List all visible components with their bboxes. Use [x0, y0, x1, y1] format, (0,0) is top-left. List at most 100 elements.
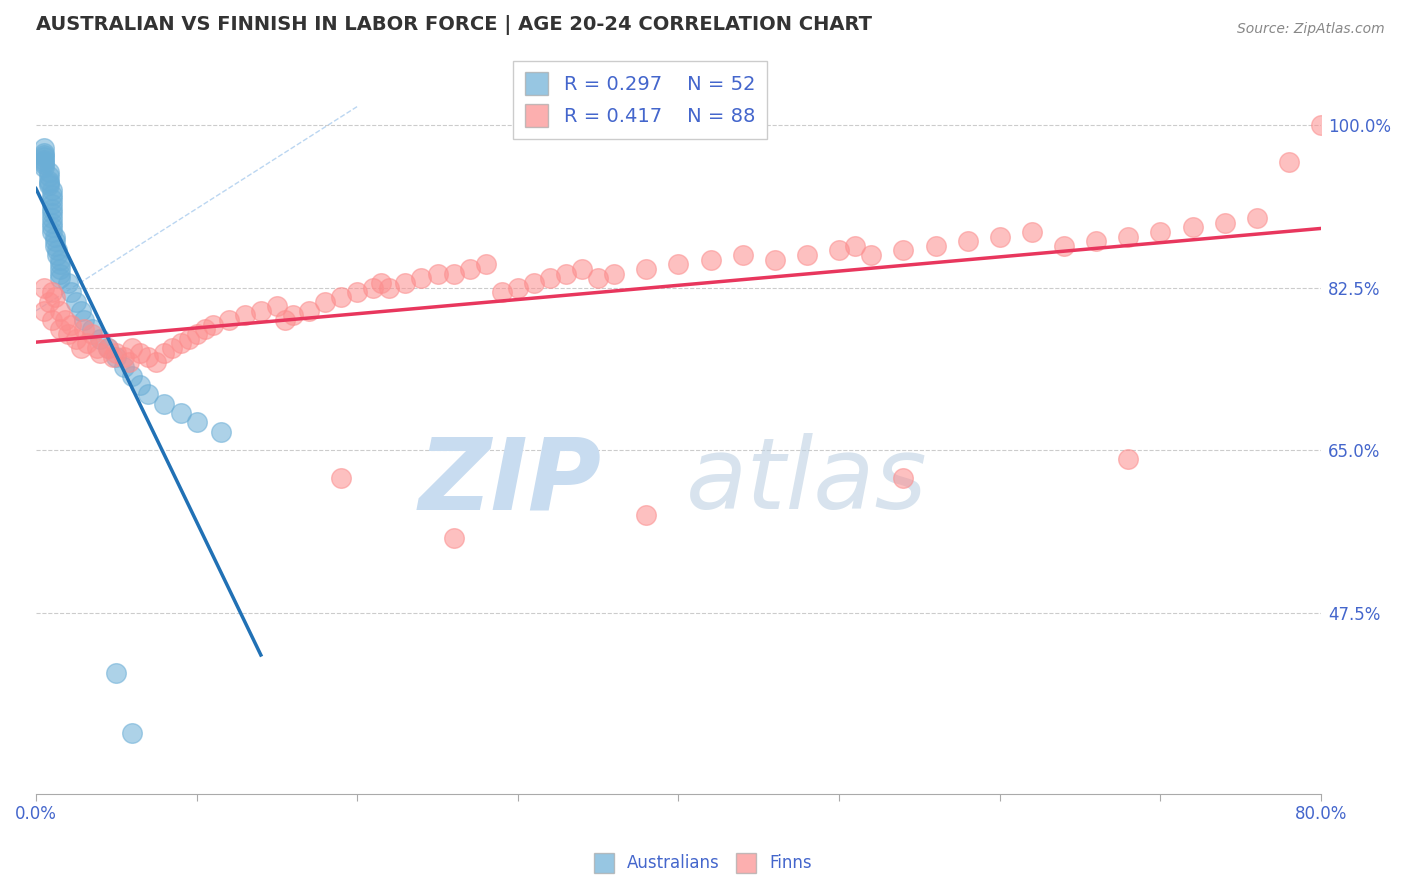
Point [169, 336, 191, 351]
Point [73, 322, 96, 336]
Point [138, 387, 160, 401]
Point [41, 216, 63, 230]
Point [65, 332, 87, 346]
Point [38, 174, 60, 188]
Point [38, 176, 60, 190]
Point [314, 294, 336, 309]
Point [250, 303, 273, 318]
Legend: R = 0.297    N = 52, R = 0.417    N = 88: R = 0.297 N = 52, R = 0.417 N = 88 [513, 61, 766, 138]
Point [586, 271, 609, 285]
Point [49, 252, 72, 267]
Point [73, 313, 96, 327]
Point [893, 471, 915, 485]
Point [32, 155, 55, 169]
Point [796, 248, 818, 262]
Point [32, 303, 55, 318]
Point [266, 299, 288, 313]
Point [426, 267, 449, 281]
Point [474, 257, 496, 271]
Point [860, 248, 883, 262]
Point [53, 313, 76, 327]
Point [1021, 225, 1043, 239]
Point [32, 160, 55, 174]
Point [636, 262, 658, 277]
Text: Source: ZipAtlas.com: Source: ZipAtlas.com [1237, 22, 1385, 37]
Point [49, 262, 72, 277]
Point [763, 252, 786, 267]
Point [49, 322, 72, 336]
Point [97, 341, 120, 355]
Point [668, 257, 690, 271]
Point [82, 326, 104, 341]
Point [101, 351, 124, 365]
Point [105, 351, 128, 365]
Point [118, 355, 141, 369]
Point [56, 276, 79, 290]
Point [361, 280, 384, 294]
Point [346, 285, 368, 300]
Point [112, 359, 135, 374]
Point [32, 141, 55, 155]
Point [370, 276, 392, 290]
Point [45, 248, 67, 262]
Point [32, 280, 55, 294]
Point [491, 285, 513, 300]
Point [38, 169, 60, 184]
Point [1053, 239, 1076, 253]
Point [49, 271, 72, 285]
Point [298, 303, 321, 318]
Point [121, 368, 143, 383]
Point [209, 425, 232, 439]
Point [153, 397, 176, 411]
Point [523, 276, 546, 290]
Point [571, 262, 593, 277]
Point [555, 267, 578, 281]
Point [956, 234, 979, 248]
Point [86, 341, 108, 355]
Point [1246, 211, 1268, 225]
Point [82, 322, 104, 336]
Point [32, 157, 55, 171]
Point [65, 294, 87, 309]
Point [41, 193, 63, 207]
Point [60, 318, 83, 332]
Point [731, 248, 754, 262]
Point [443, 267, 465, 281]
Point [844, 239, 866, 253]
Point [41, 183, 63, 197]
Point [828, 244, 851, 258]
Point [177, 332, 200, 346]
Point [32, 148, 55, 162]
Point [1085, 234, 1108, 248]
Point [186, 326, 208, 341]
Point [893, 244, 915, 258]
Point [699, 252, 721, 267]
Point [44, 234, 66, 248]
Point [129, 378, 152, 392]
Point [97, 341, 120, 355]
Point [201, 318, 224, 332]
Point [70, 341, 93, 355]
Point [41, 220, 63, 235]
Text: atlas: atlas [686, 434, 928, 530]
Point [1181, 220, 1204, 235]
Point [32, 150, 55, 164]
Point [76, 336, 98, 351]
Point [443, 532, 465, 546]
Point [38, 294, 60, 309]
Point [1149, 225, 1171, 239]
Point [41, 202, 63, 216]
Point [38, 164, 60, 178]
Point [89, 332, 111, 346]
Point [1278, 155, 1301, 169]
Point [41, 206, 63, 220]
Point [105, 665, 128, 680]
Point [394, 276, 416, 290]
Point [112, 351, 135, 365]
Point [44, 290, 66, 304]
Point [153, 345, 176, 359]
Point [49, 257, 72, 271]
Point [186, 415, 208, 429]
Point [49, 303, 72, 318]
Point [32, 145, 55, 160]
